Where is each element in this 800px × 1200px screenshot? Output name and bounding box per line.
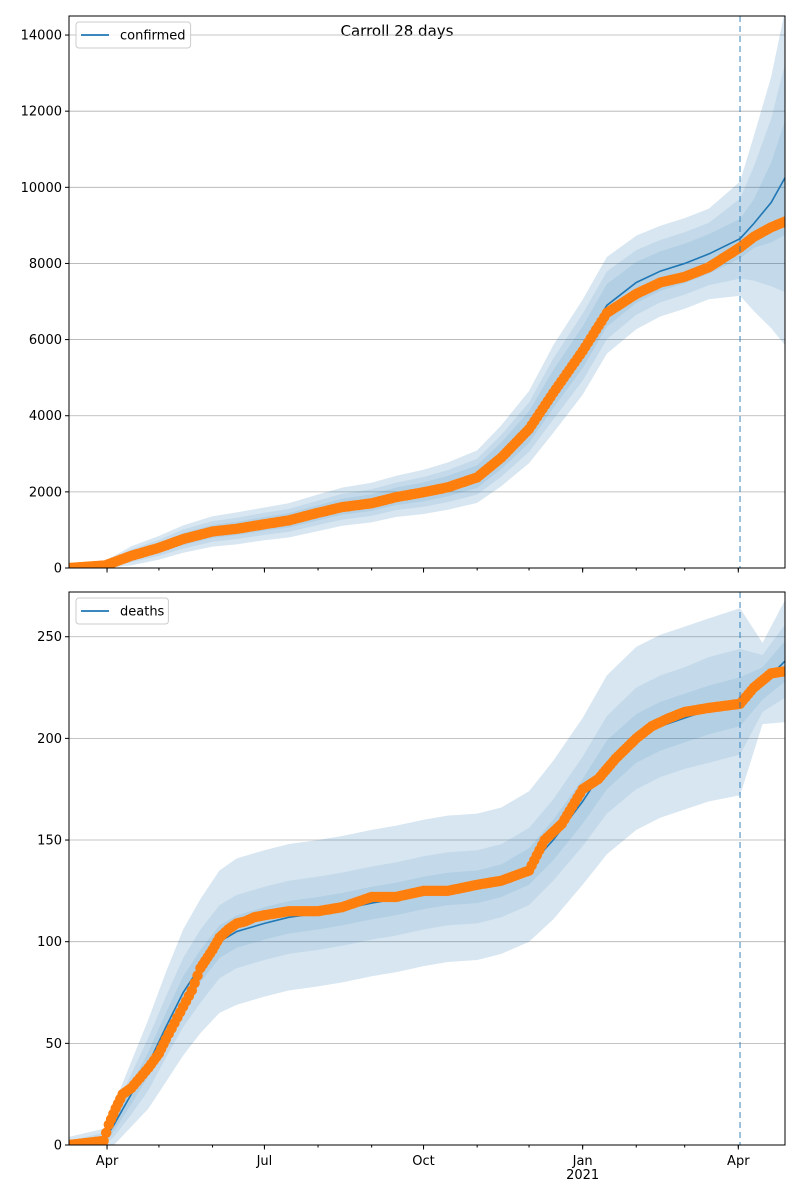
uncertainty-band [69, 624, 785, 1145]
x-tick-label: Oct [412, 1154, 434, 1169]
y-tick-label: 250 [37, 630, 62, 645]
legend: confirmed [75, 21, 192, 49]
y-tick-label: 50 [45, 1037, 62, 1052]
figure-title: Carroll 28 days [341, 22, 454, 40]
legend-box [75, 21, 192, 49]
x-tick-label: Jul [256, 1154, 273, 1169]
y-tick-label: 0 [54, 562, 62, 577]
plot-area [69, 16, 785, 568]
legend-label: confirmed [120, 29, 186, 44]
observed-point [779, 216, 785, 227]
axes-frame [68, 591, 786, 1146]
x-tick-label: Jan [572, 1154, 593, 1169]
legend-box [75, 597, 169, 625]
axes-frame [68, 15, 786, 569]
y-tick-label: 12000 [21, 105, 62, 120]
plot-area [69, 600, 785, 1145]
observed-point [98, 1135, 109, 1145]
legend-label: deaths [120, 605, 165, 620]
confirmed-panel: 0 2000 4000 6000 8000 10000 12000 14000 confirme… [21, 15, 786, 577]
uncertainty-band [69, 600, 785, 1145]
y-tick-label: 6000 [29, 333, 62, 348]
y-tick-label: 2000 [29, 485, 62, 500]
observed-point [779, 666, 785, 677]
legend: deaths [75, 597, 169, 625]
y-tick-label: 14000 [21, 29, 62, 44]
y-tick-label: 10000 [21, 181, 62, 196]
observed-point [100, 1127, 112, 1139]
x-tick-label: 2021 [566, 1168, 599, 1183]
y-tick-label: 0 [54, 1139, 62, 1154]
x-tick-label: Apr [96, 1154, 119, 1169]
x-tick-label: Apr [727, 1154, 750, 1169]
y-tick-label: 4000 [29, 409, 62, 424]
y-tick-label: 200 [37, 732, 62, 747]
y-tick-label: 100 [37, 935, 62, 950]
y-tick-label: 8000 [29, 257, 62, 272]
y-tick-label: 150 [37, 834, 62, 849]
